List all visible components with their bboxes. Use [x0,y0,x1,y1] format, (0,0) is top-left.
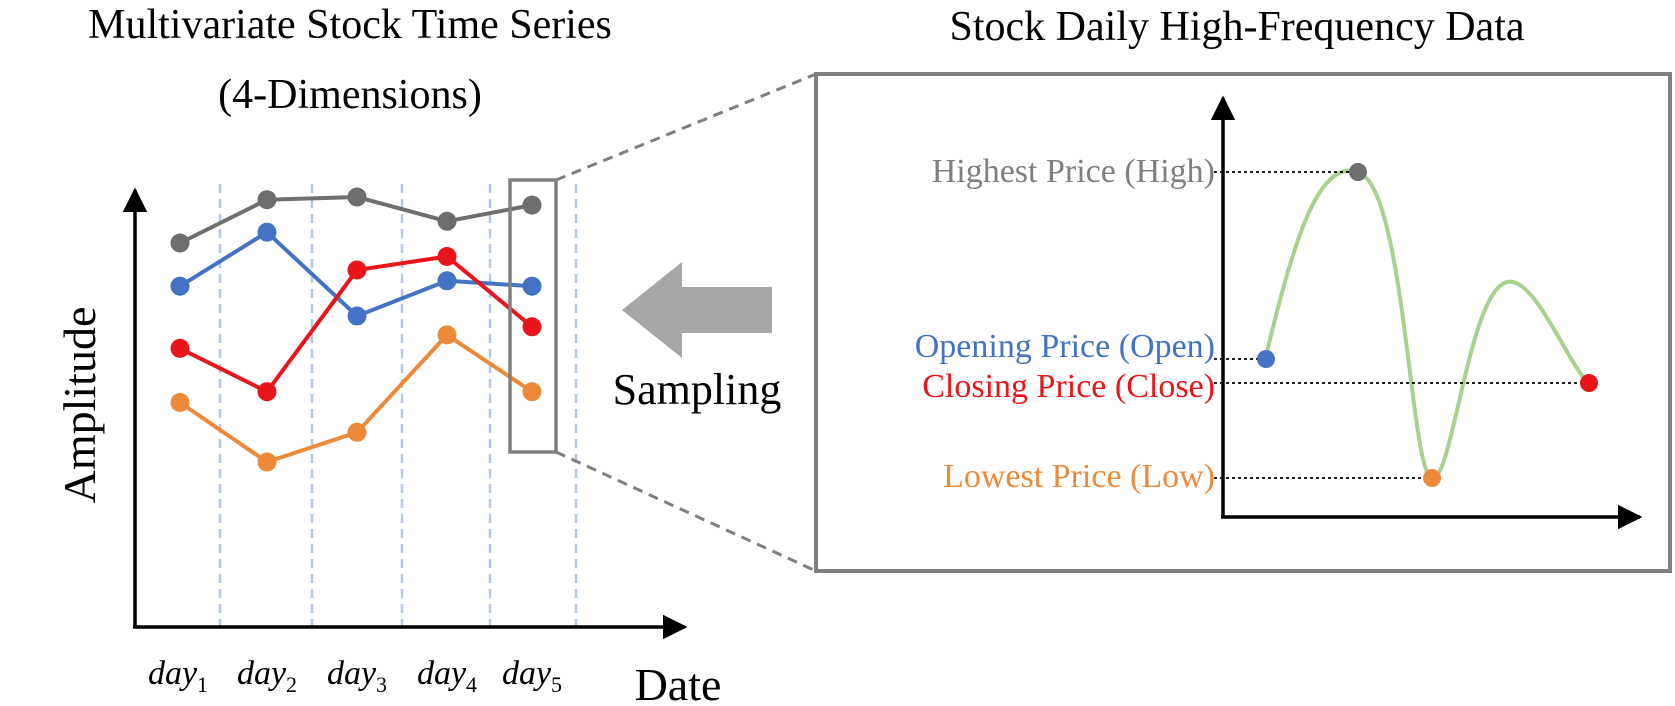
high-label: Highest Price (High) [932,153,1215,190]
left-title-line1: Multivariate Stock Time Series [88,2,612,48]
right-panel: Highest Price (High) Opening Price (Open… [814,72,1672,573]
day-separators [218,184,578,630]
series-point-high [257,190,277,210]
day-label: day2 [237,655,297,697]
series-point-close [437,247,457,266]
series-point-open [257,222,277,242]
series-point-high [437,211,457,231]
series-point-low [437,325,457,345]
series-point-open [347,306,367,326]
series-point-low [170,393,190,412]
zoom-connector-bottom [555,450,817,573]
series-point-low [347,422,367,442]
day5-selection-box [508,178,558,454]
series-layer [170,187,542,472]
day-label: day4 [417,655,477,697]
close-point [1580,374,1598,392]
open-label: Opening Price (Open) [915,328,1215,365]
high-point [1349,163,1367,181]
series-point-open [522,276,542,296]
day-label: day5 [502,655,562,697]
day-label: day3 [327,655,387,697]
series-point-close [257,382,277,402]
open-point [1257,350,1275,368]
low-label: Lowest Price (Low) [943,458,1215,495]
day-labels: day1 day2 day3 day4 day5 [148,655,562,697]
price-curve [1264,168,1591,480]
right-title: Stock Daily High-Frequency Data [949,4,1524,50]
series-point-open [437,271,457,291]
left-chart: Amplitude Date day1 day2 day3 day4 day5 [54,178,722,706]
series-point-close [522,317,542,337]
sampling-label: Sampling [613,365,782,414]
left-title-line2: (4-Dimensions) [218,72,482,118]
y-axis-label: Amplitude [54,307,105,504]
series-point-close [170,338,190,358]
zoom-connector-top [555,72,817,182]
series-line-low [178,332,534,464]
series-point-high [347,187,367,207]
series-point-low [257,452,277,472]
low-point [1423,469,1441,487]
x-axis-label: Date [635,659,722,706]
series-point-close [347,260,367,280]
series-point-high [170,233,190,253]
day-label: day1 [148,655,208,697]
series-point-high [522,195,542,215]
right-panel-frame [814,72,1672,573]
series-point-open [170,276,190,296]
close-label: Closing Price (Close) [922,368,1215,405]
sampling-arrow [622,262,772,358]
series-point-low [522,382,542,402]
